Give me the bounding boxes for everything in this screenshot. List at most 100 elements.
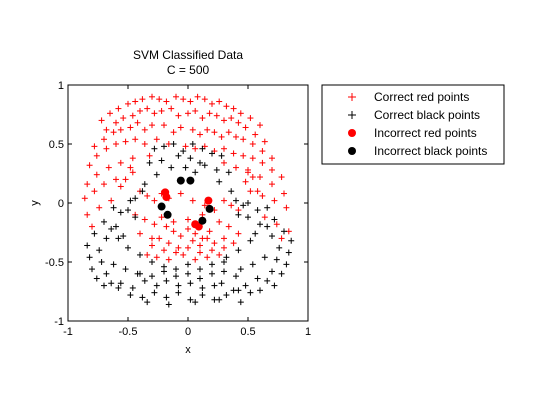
correct-red-point	[216, 252, 222, 258]
incorrect-black-point	[198, 217, 206, 225]
correct-red-point	[250, 141, 256, 147]
correct-red-point	[199, 115, 205, 121]
correct-black-point	[185, 271, 191, 277]
correct-black-point	[137, 252, 143, 258]
incorrect-black-point	[206, 205, 214, 213]
correct-red-point	[161, 247, 167, 253]
correct-red-point	[96, 205, 102, 211]
correct-red-point	[197, 132, 203, 138]
correct-red-point	[89, 224, 95, 230]
legend-entry-label: Incorrect black points	[374, 144, 487, 158]
correct-red-point	[178, 124, 184, 130]
correct-black-point	[257, 287, 263, 293]
correct-red-point	[209, 247, 215, 253]
y-tick-label: -1	[54, 316, 64, 328]
correct-red-point	[144, 106, 150, 112]
correct-black-point	[111, 261, 117, 267]
correct-red-point	[149, 242, 155, 248]
correct-red-point	[173, 94, 179, 100]
correct-black-point	[216, 179, 222, 185]
correct-black-point	[288, 238, 294, 244]
correct-red-point	[187, 99, 193, 105]
correct-red-point	[111, 129, 117, 135]
correct-red-point	[219, 134, 225, 140]
chart-subtitle: C = 500	[167, 63, 210, 77]
correct-black-point	[286, 250, 292, 256]
correct-black-point	[96, 247, 102, 253]
correct-black-point	[238, 299, 244, 305]
correct-red-point	[142, 141, 148, 147]
correct-red-point	[118, 183, 124, 189]
correct-black-point	[149, 273, 155, 279]
correct-black-point	[281, 228, 287, 234]
correct-red-point	[91, 188, 97, 194]
correct-red-point	[221, 117, 227, 123]
correct-black-point	[185, 261, 191, 267]
incorrect-black-point	[164, 211, 172, 219]
data-points-layer	[82, 94, 294, 308]
correct-black-point	[183, 165, 189, 171]
correct-black-point	[197, 276, 203, 282]
correct-red-point	[144, 252, 150, 258]
correct-red-point	[130, 113, 136, 119]
correct-red-point	[221, 245, 227, 251]
correct-red-point	[94, 172, 100, 178]
correct-black-point	[274, 257, 280, 263]
correct-red-point	[101, 136, 107, 142]
correct-red-point	[178, 233, 184, 239]
correct-black-point	[226, 169, 232, 175]
incorrect-black-point	[186, 177, 194, 185]
correct-black-point	[233, 273, 239, 279]
correct-black-point	[84, 242, 90, 248]
correct-black-point	[192, 169, 198, 175]
correct-red-point	[113, 141, 119, 147]
correct-red-point	[269, 155, 275, 161]
correct-red-point	[207, 110, 213, 116]
correct-black-point	[276, 245, 282, 251]
correct-red-point	[192, 231, 198, 237]
correct-black-point	[99, 259, 105, 265]
chart-title: SVM Classified Data	[133, 48, 243, 62]
correct-black-point	[221, 268, 227, 274]
legend: Correct red pointsCorrect black pointsIn…	[322, 85, 504, 164]
correct-red-point	[149, 94, 155, 100]
correct-red-point	[247, 188, 253, 194]
correct-red-point	[159, 108, 165, 114]
correct-red-point	[156, 96, 162, 102]
correct-red-point	[231, 106, 237, 112]
correct-red-point	[228, 115, 234, 121]
correct-black-point	[216, 297, 222, 303]
correct-black-point	[91, 231, 97, 237]
correct-black-point	[147, 160, 153, 166]
correct-red-point	[142, 127, 148, 133]
correct-red-point	[132, 99, 138, 105]
correct-black-point	[161, 264, 167, 270]
correct-red-point	[123, 176, 129, 182]
correct-black-point	[123, 266, 129, 272]
axis-ticks: -1 -0.5 0 0.5 1-1-0.500.51	[45, 80, 311, 338]
correct-red-point	[123, 139, 129, 145]
correct-black-point	[166, 301, 172, 307]
correct-red-point	[166, 257, 172, 263]
correct-red-point	[87, 162, 93, 168]
correct-red-point	[197, 250, 203, 256]
correct-black-point	[168, 165, 174, 171]
correct-black-point	[262, 254, 268, 260]
correct-red-point	[223, 103, 229, 109]
correct-red-point	[185, 226, 191, 232]
correct-red-point	[238, 110, 244, 116]
x-axis-label: x	[185, 344, 191, 356]
correct-red-point	[279, 235, 285, 241]
correct-black-point	[154, 172, 160, 178]
correct-black-point	[250, 261, 256, 267]
correct-red-point	[243, 124, 249, 130]
incorrect-red-point	[204, 197, 212, 205]
correct-red-point	[91, 143, 97, 149]
correct-black-point	[139, 294, 145, 300]
correct-red-point	[147, 153, 153, 159]
correct-red-point	[190, 127, 196, 133]
correct-black-point	[127, 292, 133, 298]
correct-red-point	[257, 174, 263, 180]
correct-red-point	[168, 106, 174, 112]
correct-red-point	[103, 127, 109, 133]
